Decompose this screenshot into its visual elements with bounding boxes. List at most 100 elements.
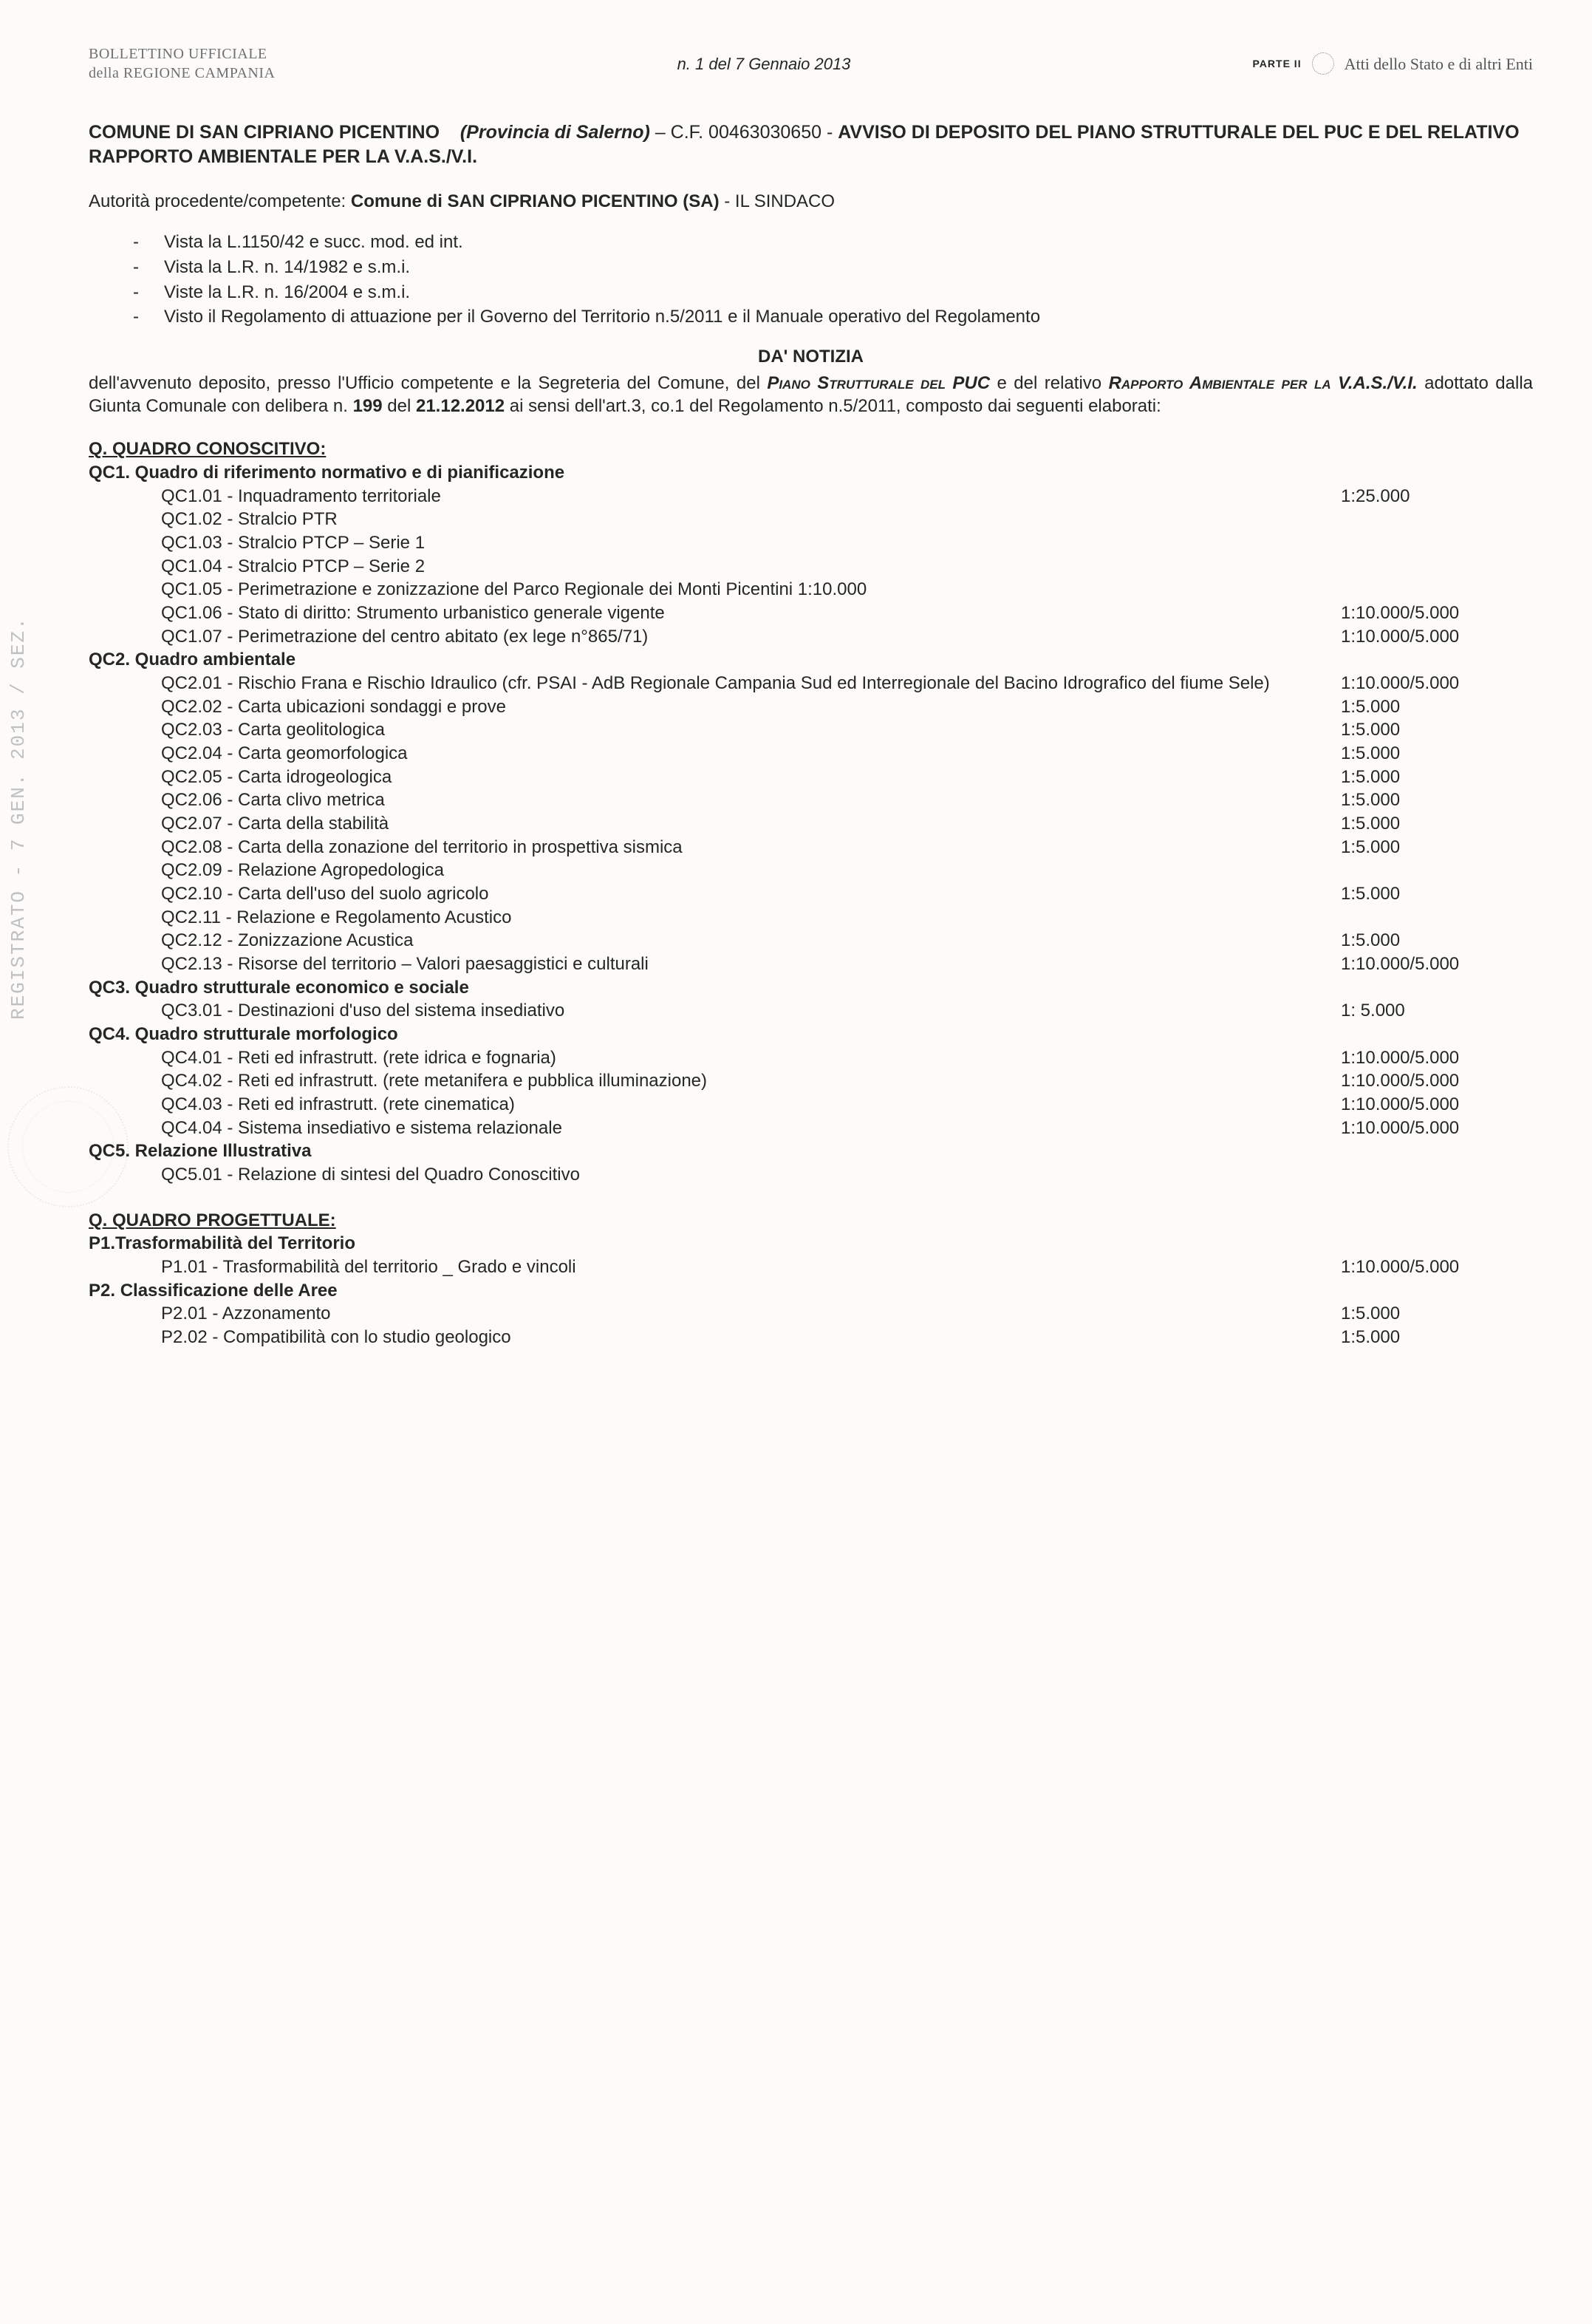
item-label: QC2.08 - Carta della zonazione del terri… <box>161 836 1341 859</box>
item-label: QC2.13 - Risorse del territorio – Valori… <box>161 953 1341 976</box>
group-heading: P2. Classificazione delle Aree <box>89 1279 1533 1303</box>
legal-ref-item: -Viste la L.R. n. 16/2004 e s.m.i. <box>133 281 1533 304</box>
item-scale: 1:5.000 <box>1341 929 1533 953</box>
registration-stamp: REGISTRATO - 7 GEN. 2013 / SEZ. <box>6 616 31 1020</box>
item-label: QC1.01 - Inquadramento territoriale <box>161 485 1341 508</box>
parte-label: PARTE II <box>1253 57 1302 70</box>
item-scale: 1:10.000/5.000 <box>1341 1046 1533 1070</box>
legal-ref-item: -Vista la L.R. n. 14/1982 e s.m.i. <box>133 256 1533 279</box>
header-right-text: Atti dello Stato e di altri Enti <box>1345 53 1533 75</box>
legal-ref-item: -Vista la L.1150/42 e succ. mod. ed int. <box>133 231 1533 254</box>
item-scale: 1:10.000/5.000 <box>1341 953 1533 976</box>
document-item: QC1.07 - Perimetrazione del centro abita… <box>161 625 1533 649</box>
content-sections: Q. QUADRO CONOSCITIVO:QC1. Quadro di rif… <box>89 437 1533 1349</box>
bullet-dash: - <box>133 231 142 254</box>
item-label: QC4.02 - Reti ed infrastrutt. (rete meta… <box>161 1069 1341 1093</box>
item-scale: 1:5.000 <box>1341 788 1533 812</box>
header-right: PARTE II Atti dello Stato e di altri Ent… <box>1253 52 1533 75</box>
document-item: QC2.11 - Relazione e Regolamento Acustic… <box>161 906 1533 930</box>
item-label: QC1.02 - Stralcio PTR <box>161 508 1341 531</box>
seal-icon <box>1312 52 1334 75</box>
item-scale: 1:5.000 <box>1341 766 1533 789</box>
legal-ref-text: Viste la L.R. n. 16/2004 e s.m.i. <box>164 281 410 304</box>
document-item: QC2.09 - Relazione Agropedologica <box>161 859 1533 882</box>
notice-piano: Piano Strutturale del PUC <box>767 373 990 393</box>
item-scale: 1:5.000 <box>1341 1302 1533 1326</box>
item-scale <box>1341 555 1533 579</box>
document-item: QC2.13 - Risorse del territorio – Valori… <box>161 953 1533 976</box>
title-province: (Provincia di Salerno) <box>460 122 650 143</box>
document-item: QC2.10 - Carta dell'uso del suolo agrico… <box>161 882 1533 906</box>
item-scale: 1:5.000 <box>1341 1326 1533 1349</box>
page-header: BOLLETTINO UFFICIALE della REGIONE CAMPA… <box>89 44 1533 84</box>
round-stamp-icon <box>7 1086 129 1207</box>
item-scale <box>1341 859 1533 882</box>
section-heading: Q. QUADRO CONOSCITIVO: <box>89 437 1533 461</box>
document-item: QC2.02 - Carta ubicazioni sondaggi e pro… <box>161 695 1533 719</box>
document-item: QC4.04 - Sistema insediativo e sistema r… <box>161 1117 1533 1140</box>
item-scale <box>1341 1163 1533 1187</box>
legal-ref-text: Visto il Regolamento di attuazione per i… <box>164 305 1040 329</box>
item-scale <box>1341 578 1533 602</box>
item-label: QC4.01 - Reti ed infrastrutt. (rete idri… <box>161 1046 1341 1070</box>
item-label: QC2.01 - Rischio Frana e Rischio Idrauli… <box>161 672 1341 695</box>
item-label: P2.02 - Compatibilità con lo studio geol… <box>161 1326 1341 1349</box>
item-scale: 1:5.000 <box>1341 742 1533 766</box>
bulletin-name: BOLLETTINO UFFICIALE della REGIONE CAMPA… <box>89 44 275 84</box>
item-scale: 1:10.000/5.000 <box>1341 602 1533 625</box>
item-label: QC1.04 - Stralcio PTCP – Serie 2 <box>161 555 1341 579</box>
document-item: QC2.01 - Rischio Frana e Rischio Idrauli… <box>161 672 1533 695</box>
document-item: QC1.02 - Stralcio PTR <box>161 508 1533 531</box>
authority-label: Autorità procedente/competente: <box>89 191 351 211</box>
item-label: QC2.09 - Relazione Agropedologica <box>161 859 1341 882</box>
group-heading: P1.Trasformabilità del Territorio <box>89 1232 1533 1255</box>
bullet-dash: - <box>133 281 142 304</box>
item-scale: 1:5.000 <box>1341 812 1533 836</box>
bullet-dash: - <box>133 256 142 279</box>
document-title: COMUNE DI SAN CIPRIANO PICENTINO (Provin… <box>89 120 1533 169</box>
document-item: P2.02 - Compatibilità con lo studio geol… <box>161 1326 1533 1349</box>
issue-number: n. 1 del 7 Gennaio 2013 <box>677 53 851 75</box>
legal-references: -Vista la L.1150/42 e succ. mod. ed int.… <box>133 231 1533 329</box>
item-label: QC1.07 - Perimetrazione del centro abita… <box>161 625 1341 649</box>
bulletin-line2: della REGIONE CAMPANIA <box>89 64 275 83</box>
item-scale: 1:25.000 <box>1341 485 1533 508</box>
item-scale: 1:10.000/5.000 <box>1341 672 1533 695</box>
document-item: QC2.05 - Carta idrogeologica1:5.000 <box>161 766 1533 789</box>
legal-ref-text: Vista la L.R. n. 14/1982 e s.m.i. <box>164 256 410 279</box>
item-label: QC2.10 - Carta dell'uso del suolo agrico… <box>161 882 1341 906</box>
document-item: QC2.07 - Carta della stabilità1:5.000 <box>161 812 1533 836</box>
item-label: QC1.05 - Perimetrazione e zonizzazione d… <box>161 578 1341 602</box>
group-heading: QC3. Quadro strutturale economico e soci… <box>89 976 1533 1000</box>
item-scale: 1:10.000/5.000 <box>1341 625 1533 649</box>
item-scale: 1:10.000/5.000 <box>1341 1255 1533 1279</box>
notice-text: del <box>387 396 416 416</box>
document-item: QC2.03 - Carta geolitologica1:5.000 <box>161 718 1533 742</box>
item-label: P1.01 - Trasformabilità del territorio _… <box>161 1255 1341 1279</box>
notice-heading: DA' NOTIZIA <box>89 345 1533 369</box>
group-heading: QC4. Quadro strutturale morfologico <box>89 1023 1533 1046</box>
notice-text: ai sensi dell'art.3, co.1 del Regolament… <box>510 396 1161 416</box>
legal-ref-text: Vista la L.1150/42 e succ. mod. ed int. <box>164 231 463 254</box>
group-heading: QC2. Quadro ambientale <box>89 648 1533 672</box>
item-label: P2.01 - Azzonamento <box>161 1302 1341 1326</box>
item-label: QC5.01 - Relazione di sintesi del Quadro… <box>161 1163 1341 1187</box>
document-item: P1.01 - Trasformabilità del territorio _… <box>161 1255 1533 1279</box>
item-scale: 1:10.000/5.000 <box>1341 1117 1533 1140</box>
item-scale: 1:5.000 <box>1341 836 1533 859</box>
group-heading: QC1. Quadro di riferimento normativo e d… <box>89 461 1533 485</box>
item-label: QC2.03 - Carta geolitologica <box>161 718 1341 742</box>
group-heading: QC5. Relazione Illustrativa <box>89 1139 1533 1163</box>
document-item: QC4.01 - Reti ed infrastrutt. (rete idri… <box>161 1046 1533 1070</box>
legal-ref-item: -Visto il Regolamento di attuazione per … <box>133 305 1533 329</box>
notice-rapporto: Rapporto Ambientale per la V.A.S./V.I. <box>1109 373 1418 393</box>
item-label: QC3.01 - Destinazioni d'uso del sistema … <box>161 999 1341 1023</box>
authority-bold: Comune di SAN CIPRIANO PICENTINO (SA) <box>351 191 720 211</box>
notice-delibera-date: 21.12.2012 <box>416 396 505 416</box>
notice-text: e del relativo <box>997 373 1109 393</box>
item-label: QC1.06 - Stato di diritto: Strumento urb… <box>161 602 1341 625</box>
title-comune: COMUNE DI SAN CIPRIANO PICENTINO <box>89 122 440 143</box>
authority-line: Autorità procedente/competente: Comune d… <box>89 190 1533 214</box>
section-heading: Q. QUADRO PROGETTUALE: <box>89 1209 1533 1233</box>
item-scale: 1:5.000 <box>1341 882 1533 906</box>
